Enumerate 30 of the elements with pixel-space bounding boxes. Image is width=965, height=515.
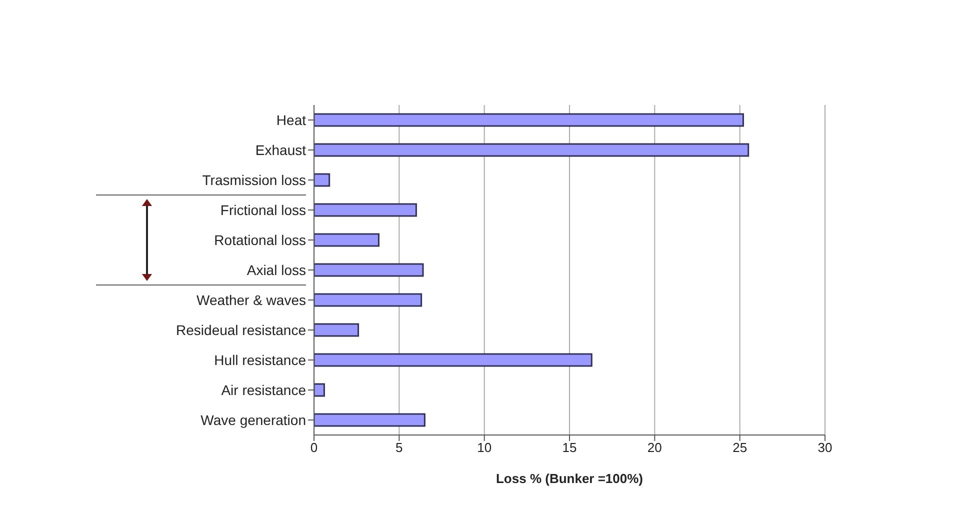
y-tick-label: Rotational loss	[214, 232, 306, 248]
x-axis-title: Loss % (Bunker =100%)	[496, 471, 644, 486]
bar	[314, 323, 360, 337]
y-tick-label: Trasmission loss	[202, 172, 306, 188]
y-tick-label: Weather & waves	[196, 292, 306, 308]
bar	[314, 233, 380, 247]
x-tick-label: 10	[477, 440, 492, 456]
bar	[314, 203, 417, 217]
y-tick-label: Wave generation	[200, 412, 306, 428]
y-tick-label: Heat	[276, 112, 306, 128]
y-tick-label: Frictional loss	[220, 202, 306, 218]
y-tick-label: Hull resistance	[214, 352, 306, 368]
x-tick-label: 20	[647, 440, 662, 456]
bar	[314, 263, 424, 277]
y-tick-label: Air resistance	[221, 382, 306, 398]
bar	[314, 113, 744, 127]
x-tick-label: 15	[562, 440, 577, 456]
bar	[314, 143, 750, 157]
x-tick-label: 25	[732, 440, 748, 456]
x-tick-label: 30	[818, 440, 832, 456]
x-tick-label: 5	[396, 440, 403, 456]
bar	[314, 173, 330, 187]
y-tick-label: Resideual resistance	[176, 322, 306, 338]
bar	[314, 353, 592, 367]
y-tick-label: Axial loss	[246, 262, 306, 278]
y-tick-label: Exhaust	[255, 142, 306, 158]
bar	[314, 413, 426, 427]
bar	[314, 293, 422, 307]
x-tick-label: 0	[310, 440, 318, 456]
bar	[314, 383, 325, 397]
